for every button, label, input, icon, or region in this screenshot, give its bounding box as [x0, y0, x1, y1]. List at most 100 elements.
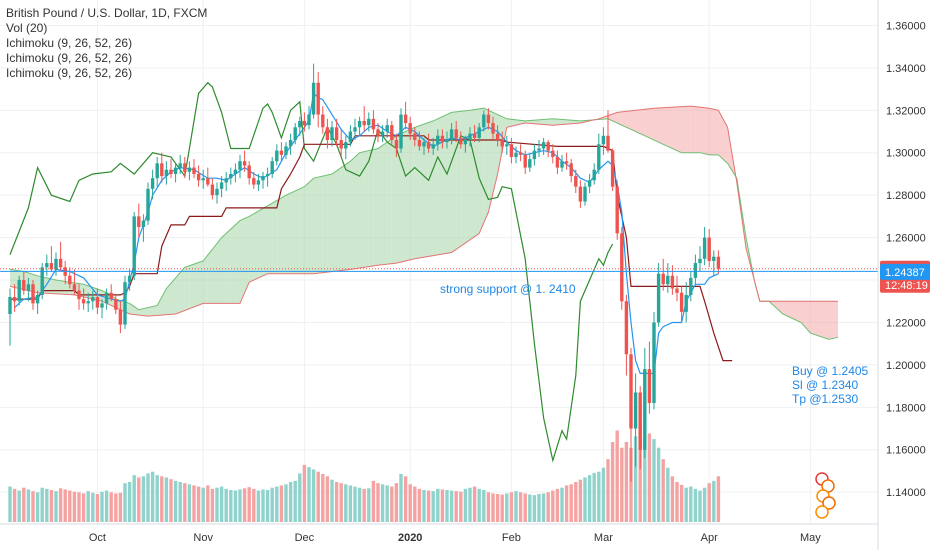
cloud-segment [387, 139, 392, 265]
volume-bar [40, 487, 44, 522]
volume-bar [238, 489, 242, 522]
volume-bar [118, 492, 123, 522]
candle-body [81, 299, 86, 304]
candle-body [91, 297, 95, 302]
volume-bar [624, 442, 629, 522]
cloud-segment [677, 106, 682, 153]
volume-bar [555, 488, 560, 522]
candle-body [505, 144, 509, 147]
cloud-segment [217, 237, 222, 304]
volume-bar [518, 492, 523, 522]
candle-body [532, 150, 537, 160]
volume-bar [247, 487, 251, 522]
trade-plan-trade-line-1[interactable]: Buy @ 1.2405 [792, 364, 869, 378]
volume-bar [127, 482, 132, 522]
volume-bar [468, 487, 472, 522]
volume-bar [91, 492, 95, 522]
candle-body [123, 282, 127, 325]
cloud-segment [433, 118, 438, 256]
cloud-segment [810, 301, 815, 335]
candle-body [371, 118, 376, 130]
tenkan-price-badge: 1.24387 [885, 267, 925, 279]
volume-bar [436, 488, 440, 522]
candle-body [72, 284, 77, 291]
candle-body [555, 156, 560, 168]
trade-plan-trade-line-2[interactable]: Sl @ 1.2340 [792, 378, 859, 392]
candle-body [325, 127, 330, 141]
volume-bar [514, 491, 518, 522]
cloud-segment [143, 307, 148, 317]
volume-bar [712, 480, 716, 522]
candle-body [431, 144, 435, 149]
cloud-segment [442, 114, 447, 254]
cloud-segment [401, 131, 406, 262]
candle-body [132, 216, 136, 276]
volume-bar [160, 476, 164, 522]
cloud-segment [276, 197, 282, 274]
earnings-icon[interactable] [815, 505, 829, 519]
cloud-segment [792, 301, 797, 321]
cloud-segment [805, 301, 811, 334]
volume-bar [12, 488, 17, 522]
volume-bar [17, 490, 21, 522]
cloud-segment [621, 111, 627, 128]
candle-body [707, 237, 711, 261]
candle-body [279, 150, 284, 155]
volume-bar [367, 488, 371, 522]
support-annotation[interactable]: strong support @ 1. 2410 [440, 282, 576, 296]
legend-volume[interactable]: Vol (20) [6, 21, 48, 35]
volume-bar [564, 485, 569, 522]
candle-body [215, 188, 219, 196]
cloud-segment [212, 243, 217, 304]
candle-body [362, 120, 366, 126]
candle-body [546, 142, 550, 151]
candle-body [509, 144, 514, 157]
volume-bar [698, 490, 702, 522]
cloud-segment [709, 108, 714, 155]
candle-body [500, 140, 504, 147]
trade-plan-trade-line-3[interactable]: Tp @1.2530 [792, 392, 859, 406]
volume-bar [270, 487, 274, 522]
y-tick-label: 1.32000 [886, 105, 926, 117]
cloud-segment [635, 109, 641, 134]
cloud-segment [258, 208, 263, 278]
volume-bar [339, 483, 343, 522]
cloud-segment [782, 301, 788, 317]
candle-body [45, 263, 49, 268]
cloud-segment [65, 281, 70, 295]
cloud-segment [355, 152, 360, 269]
candle-body [160, 163, 164, 177]
volume-bar [610, 442, 615, 522]
legend-ichimoku-2[interactable]: Ichimoku (9, 26, 52, 26) [6, 51, 133, 65]
cloud-segment [465, 110, 470, 243]
candle-body [252, 178, 256, 185]
volume-bar [256, 490, 261, 522]
volume-bar [541, 493, 546, 522]
candle-body [261, 176, 265, 181]
cloud-segment [704, 107, 710, 155]
legend-symbol[interactable]: British Pound / U.S. Dollar, 1D, FXCM [6, 6, 208, 20]
cloud-segment [203, 255, 208, 304]
cloud-segment [382, 142, 388, 265]
candle-body [422, 142, 426, 147]
cloud-segment [819, 301, 825, 338]
legend-ichimoku-1[interactable]: Ichimoku (9, 26, 52, 26) [6, 36, 133, 50]
cloud-segment [410, 127, 415, 260]
volume-bar [560, 487, 564, 522]
volume-bar [137, 477, 141, 522]
candle-body [385, 125, 389, 132]
volume-bar [702, 487, 707, 522]
cloud-segment [488, 110, 493, 213]
cloud-segment [336, 167, 342, 271]
cloud-segment [778, 301, 783, 314]
volume-bar [399, 474, 403, 522]
volume-bar [666, 467, 670, 522]
volume-bar [684, 487, 688, 522]
candle-body [219, 182, 224, 189]
legend-ichimoku-3[interactable]: Ichimoku (9, 26, 52, 26) [6, 66, 133, 80]
cloud-segment [474, 108, 480, 237]
earnings-icon[interactable] [822, 496, 836, 510]
cloud-segment [221, 233, 227, 304]
